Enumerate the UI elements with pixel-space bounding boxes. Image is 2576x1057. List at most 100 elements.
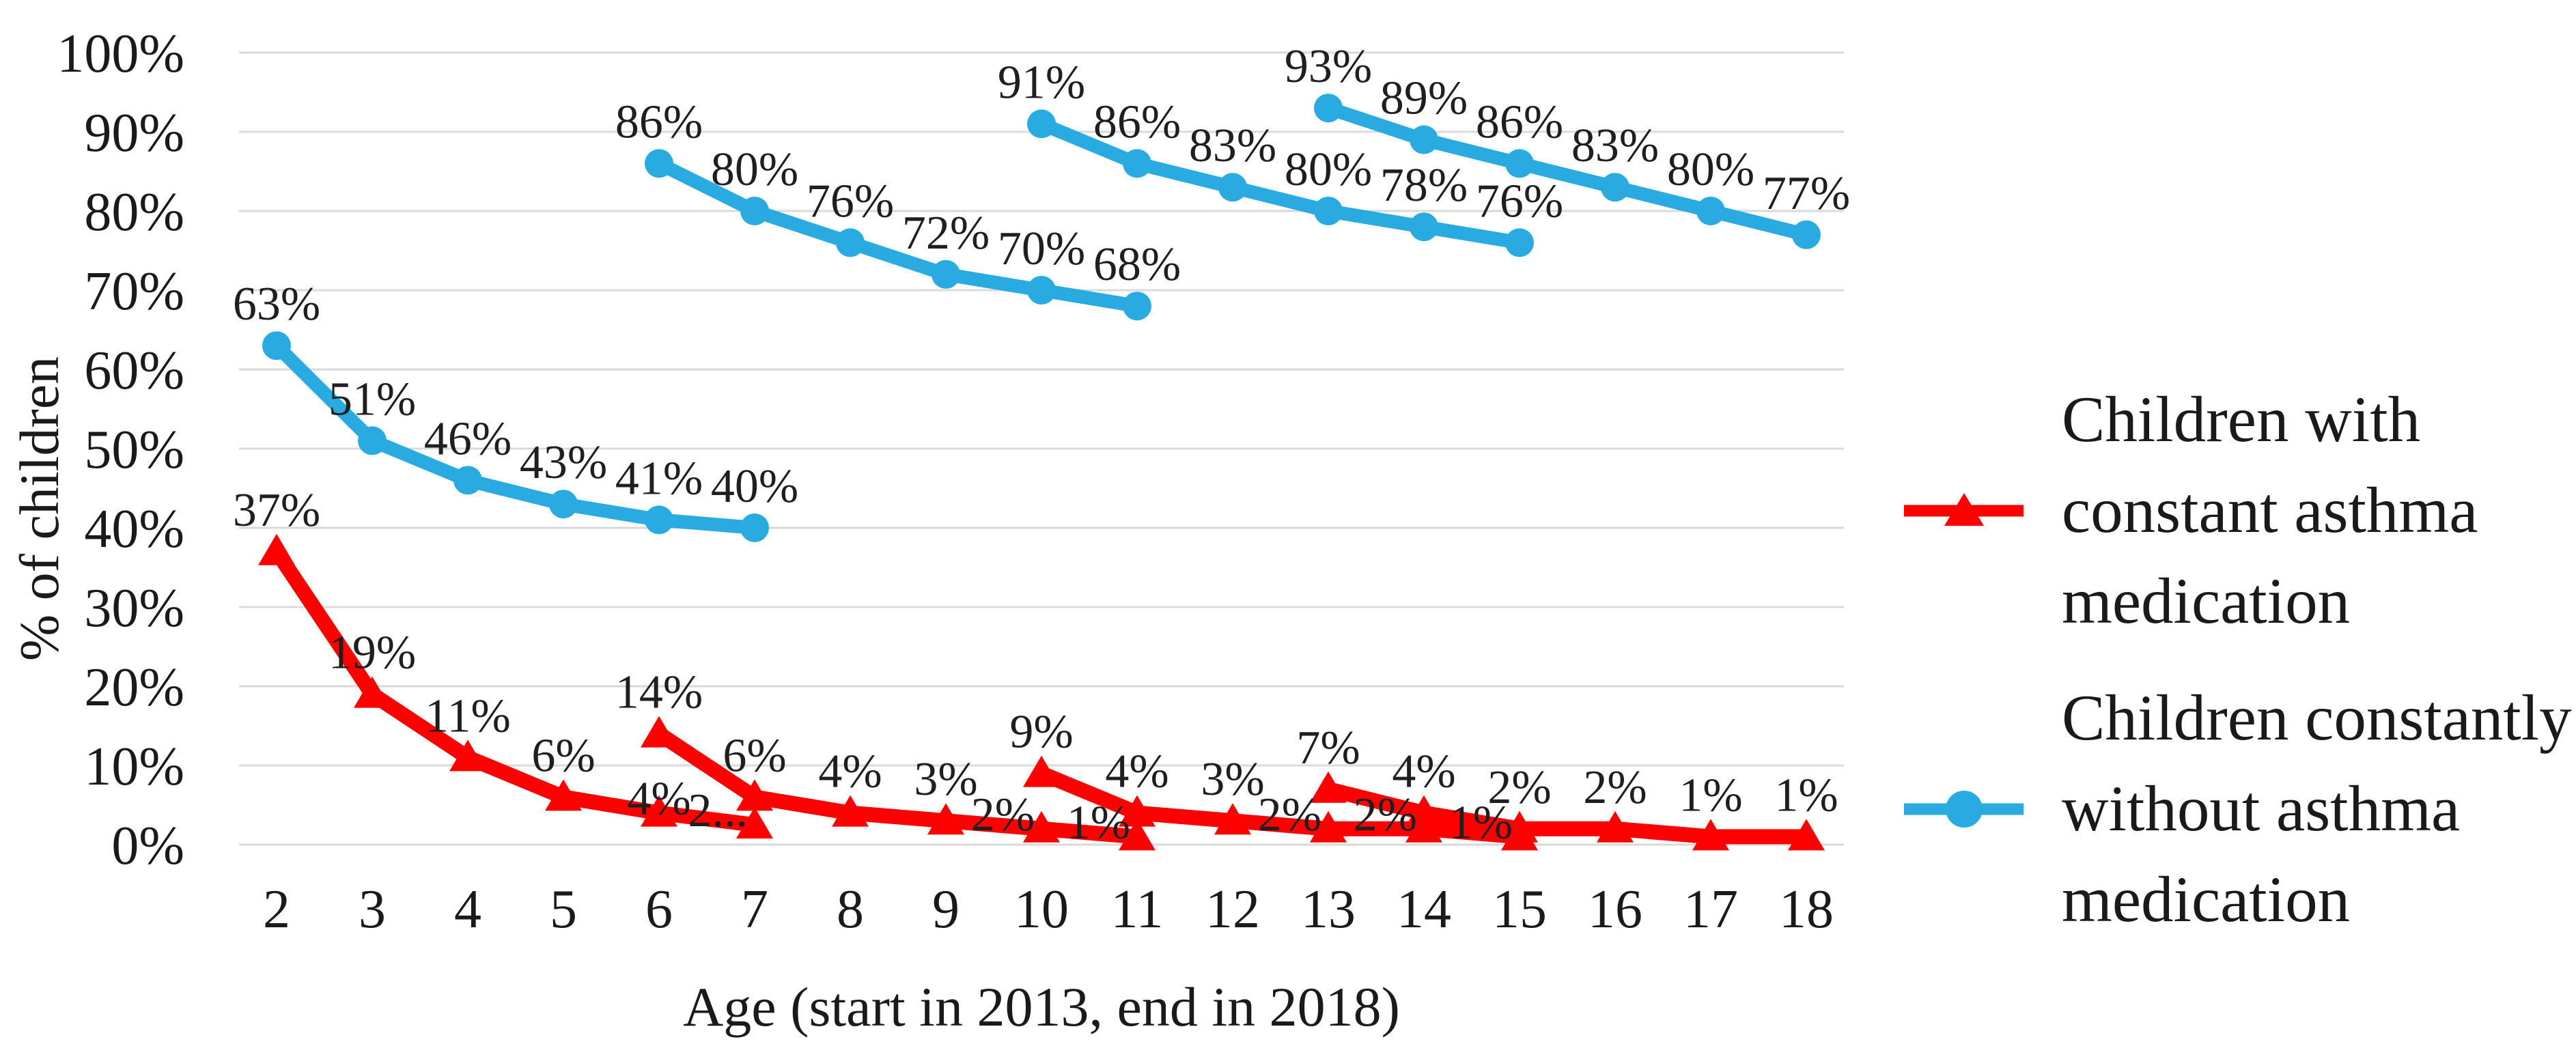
data-point-label: 6% [723,729,786,782]
data-point-marker-circle [1314,197,1343,225]
data-point-marker-triangle [1119,819,1156,851]
y-tick-label: 40% [84,499,184,559]
y-tick-label: 50% [84,420,184,480]
gridlines [239,51,1844,846]
data-point-marker-triangle [641,716,677,748]
data-point-label: 14% [615,666,703,719]
x-tick-label: 16 [1588,879,1642,940]
data-point-marker-circle [1314,94,1343,123]
data-point-label: 76% [1476,175,1563,227]
data-point-marker-triangle [258,533,295,565]
data-point-label: 80% [711,143,798,196]
data-point-label: 93% [1285,40,1372,93]
data-point-label: 2% [971,789,1035,841]
data-point-marker-triangle [1023,811,1060,843]
data-point-label: 91% [998,56,1085,109]
data-point-label: 86% [1476,96,1563,148]
data-point-label: 2% [1583,761,1647,814]
x-tick-label: 11 [1110,879,1163,940]
data-point-marker-circle [1123,149,1151,178]
legend-triangle-marker [1944,492,1984,526]
data-point-label: 51% [328,373,416,425]
data-point-marker-circle [1410,125,1438,154]
x-tick-label: 3 [359,879,386,940]
data-point-marker-triangle [1788,819,1825,851]
data-point-label: 83% [1571,119,1659,172]
x-tick-label: 18 [1779,879,1834,940]
y-tick-label: 10% [84,737,184,797]
data-point-label: 1% [1774,769,1838,821]
x-tick-label: 5 [550,879,577,940]
y-tick-label: 20% [84,658,184,718]
data-point-marker-triangle [736,807,773,838]
data-point-label: 1% [1679,769,1742,821]
data-point-marker-triangle [832,795,869,827]
x-tick-label: 12 [1205,879,1260,940]
series-line [652,156,1144,313]
data-point-marker-triangle [449,739,486,772]
data-point-label: 41% [615,452,703,505]
series-line [1321,781,1814,845]
x-tick-label: 17 [1683,879,1738,940]
y-tick-label: 30% [84,578,184,638]
data-point-label: 72% [902,207,990,259]
data-point-label: 78% [1380,159,1468,212]
data-point-label: 43% [520,436,607,489]
data-point-label: 70% [998,223,1085,275]
data-point-label: 2% [1258,789,1321,841]
red-triangle-line-icon [1904,470,2024,552]
data-point-label: 89% [1380,72,1468,125]
series-line [1321,101,1813,242]
data-point-labels: 63%51%46% 43% 41% 40%86%80%76%72% 70% 68%91%8… [233,40,1850,849]
series-line [269,544,762,832]
data-point-marker-circle [453,466,482,495]
data-point-marker-circle [1123,292,1151,321]
x-tick-label: 2 [263,879,290,940]
data-point-marker-circle [358,426,387,455]
data-point-marker-triangle [1023,755,1060,787]
data-point-label: 1% [1449,796,1513,849]
data-point-label: 46% [424,412,512,465]
y-tick-label: 70% [84,262,184,322]
y-tick-label: 0% [111,816,184,876]
x-tick-label: 4 [454,879,481,940]
y-tick-label: 100% [57,24,184,84]
data-point-label: 80% [1285,143,1372,196]
data-point-label: 4% [1392,746,1455,798]
data-point-marker-triangle [545,779,582,811]
x-axis-title: Age (start in 2013, end in 2018) [683,976,1400,1038]
x-tick-label: 7 [741,879,768,940]
series-line [1035,117,1526,250]
data-point-marker-triangle [1501,811,1538,843]
data-point-label: 7% [1296,722,1360,774]
legend-circle-marker [1945,790,1983,828]
data-point-label: 83% [1189,119,1276,172]
data-point-marker-triangle [1310,771,1347,803]
data-point-marker-circle [549,490,578,519]
x-tick-label: 15 [1492,879,1547,940]
data-point-label: 2... [688,785,748,837]
data-point-label: 86% [1093,96,1181,148]
data-point-marker-circle [1792,220,1821,249]
data-point-marker-triangle [641,795,677,827]
data-point-label: 6% [531,729,595,782]
series-line [1034,765,1527,845]
series-lines-and-markers [258,94,1825,851]
legend: Children with constant asthma medication… [1904,374,2573,945]
data-point-marker-circle [1218,173,1247,202]
y-axis-title: % of children [8,356,70,662]
data-point-marker-circle [1505,149,1534,178]
x-tick-label: 9 [932,879,960,940]
data-point-label: 40% [711,460,798,513]
x-tick-label: 8 [837,879,864,940]
data-point-marker-circle [1027,276,1056,305]
data-point-marker-circle [1601,173,1629,202]
data-point-marker-circle [645,505,673,535]
data-point-label: 4% [1105,746,1168,798]
data-point-label: 2% [1487,761,1551,814]
data-point-label: 11% [425,690,511,742]
data-point-label: 4% [627,773,690,826]
y-tick-label: 80% [84,182,184,242]
